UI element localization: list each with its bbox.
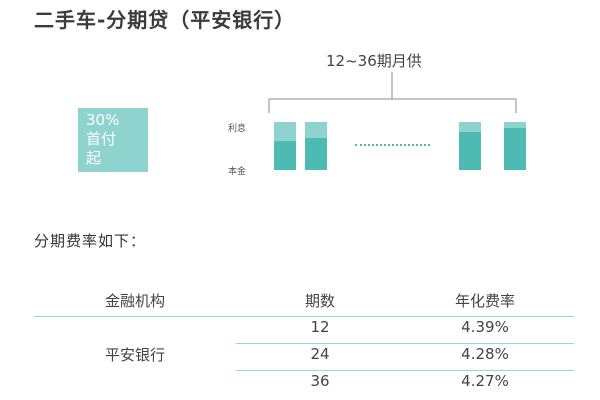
table-header-divider: [34, 316, 574, 317]
term-cell: 12: [310, 318, 330, 336]
payment-bar: [305, 122, 327, 170]
payment-bar: [459, 122, 481, 170]
rate-cell: 4.27%: [461, 372, 509, 390]
ellipsis-dots: [355, 144, 430, 146]
principal-segment: [274, 141, 296, 170]
principal-segment: [305, 138, 327, 170]
header-rate: 年化费率: [454, 292, 515, 310]
table-row-divider: [236, 370, 574, 371]
institution-cell: 平安银行: [104, 346, 165, 364]
rates-heading: 分期费率如下：: [34, 232, 147, 250]
principal-segment: [459, 132, 481, 170]
down-payment-box: 30% 首付 起: [78, 108, 148, 172]
interest-segment: [459, 122, 481, 132]
down-payment-suffix: 起: [86, 149, 102, 167]
monthly-payment-label: 12~36期月供: [326, 52, 422, 70]
term-cell: 24: [310, 345, 330, 363]
interest-segment: [504, 122, 526, 128]
table-row-divider: [236, 343, 574, 344]
term-cell: 36: [310, 372, 330, 390]
page-title: 二手车-分期贷（平安银行）: [34, 8, 296, 32]
principal-segment: [504, 128, 526, 170]
header-institution: 金融机构: [104, 292, 165, 310]
principal-label: 本金: [228, 167, 247, 177]
payment-bar: [274, 122, 296, 170]
header-term: 期数: [304, 292, 335, 310]
down-payment-percent: 30%: [86, 111, 120, 129]
interest-segment: [305, 122, 327, 138]
rate-cell: 4.28%: [461, 345, 509, 363]
interest-label: 利息: [228, 124, 247, 134]
down-payment-text: 首付: [86, 130, 117, 148]
payment-bar: [504, 122, 526, 170]
rate-cell: 4.39%: [461, 318, 509, 336]
interest-segment: [274, 122, 296, 141]
